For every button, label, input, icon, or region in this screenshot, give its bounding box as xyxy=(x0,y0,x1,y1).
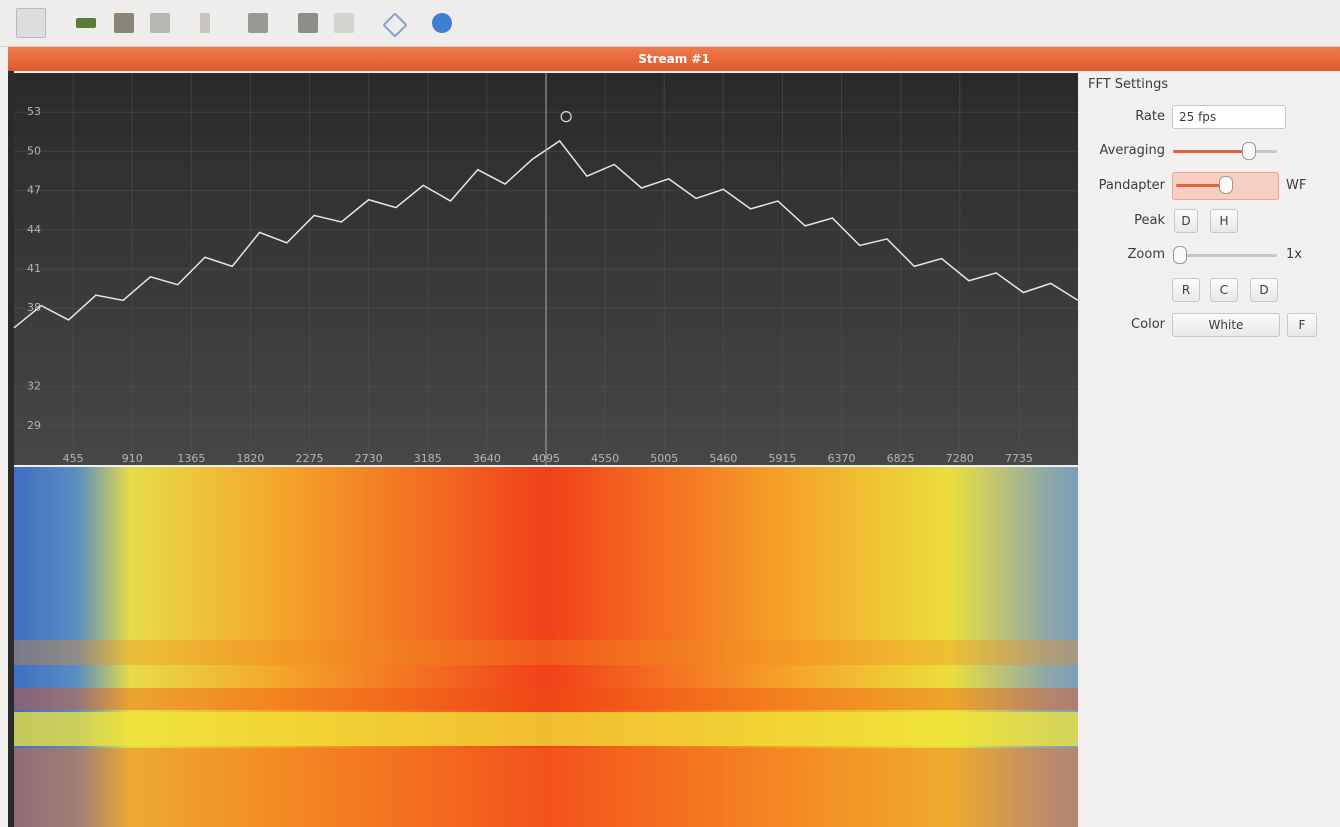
y-tick-label: 44 xyxy=(27,223,41,236)
y-tick-label: 47 xyxy=(27,184,41,197)
y-tick-label: 29 xyxy=(27,419,41,432)
frame xyxy=(8,71,14,827)
color-f-button[interactable]: F xyxy=(1287,313,1317,337)
pandapter-suffix: WF xyxy=(1286,178,1306,193)
y-tick-label: 41 xyxy=(27,262,41,275)
x-tick-label: 5915 xyxy=(768,452,796,465)
x-tick-label: 2275 xyxy=(296,452,324,465)
x-tick-label: 1365 xyxy=(177,452,205,465)
zoom-button[interactable]: C xyxy=(1210,278,1238,302)
color-label: Color xyxy=(1080,317,1165,332)
panel-title: FFT Settings xyxy=(1088,77,1168,92)
x-tick-label: 3640 xyxy=(473,452,501,465)
x-tick-label: 910 xyxy=(122,452,143,465)
averaging-label: Averaging xyxy=(1080,143,1165,158)
x-tick-label: 455 xyxy=(63,452,84,465)
x-tick-label: 6825 xyxy=(887,452,915,465)
zoom-track xyxy=(1173,254,1277,257)
x-tick-label: 1820 xyxy=(236,452,264,465)
zoom-label: Zoom xyxy=(1080,247,1165,262)
peak-button[interactable]: D xyxy=(1174,209,1198,233)
x-tick-label: 3185 xyxy=(414,452,442,465)
waterfall-band xyxy=(14,712,1078,746)
x-tick-label: 4550 xyxy=(591,452,619,465)
averaging-slider[interactable] xyxy=(1242,142,1256,160)
pandapter-slider[interactable] xyxy=(1219,176,1233,194)
x-tick-label: 7735 xyxy=(1005,452,1033,465)
zoom-button[interactable]: D xyxy=(1250,278,1278,302)
y-tick-label: 50 xyxy=(27,144,41,157)
rate-select[interactable]: 25 fps xyxy=(1172,105,1286,129)
settings-panel: FFT Settings Rate 25 fps Averaging Panda… xyxy=(1080,72,1340,827)
peak-label: Peak xyxy=(1080,213,1165,228)
pandapter-label: Pandapter xyxy=(1080,178,1165,193)
waterfall-band xyxy=(14,640,1078,665)
zoom-value: 1x xyxy=(1286,247,1302,262)
averaging-fill xyxy=(1173,150,1247,153)
x-tick-label: 2730 xyxy=(355,452,383,465)
rate-label: Rate xyxy=(1080,109,1165,124)
y-tick-label: 53 xyxy=(27,105,41,118)
zoom-slider[interactable] xyxy=(1173,246,1187,264)
x-tick-label: 5460 xyxy=(709,452,737,465)
x-tick-label: 6370 xyxy=(828,452,856,465)
peak-button[interactable]: H xyxy=(1210,209,1238,233)
waterfall-band xyxy=(14,748,1078,827)
waterfall-band xyxy=(14,688,1078,710)
color-button[interactable]: White xyxy=(1172,313,1280,337)
x-tick-label: 5005 xyxy=(650,452,678,465)
app: Stream #1 293238414447505345591013651820… xyxy=(0,0,1340,827)
x-tick-label: 7280 xyxy=(946,452,974,465)
zoom-button[interactable]: R xyxy=(1172,278,1200,302)
y-tick-label: 32 xyxy=(27,380,41,393)
